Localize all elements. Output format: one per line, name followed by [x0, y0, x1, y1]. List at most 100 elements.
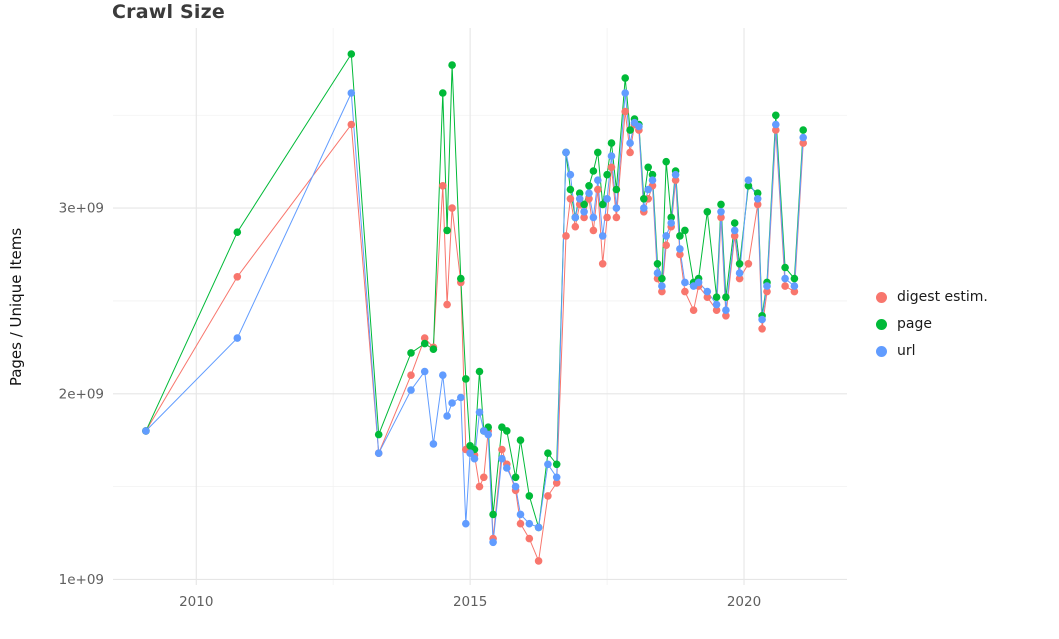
data-point — [420, 334, 429, 342]
data-point — [439, 371, 447, 380]
data-point — [470, 454, 479, 463]
data-point — [448, 399, 456, 407]
data-point — [667, 213, 675, 222]
data-point — [580, 200, 588, 209]
data-point — [552, 479, 561, 487]
data-point — [772, 111, 780, 120]
data-point — [233, 334, 242, 342]
data-point — [658, 274, 666, 283]
data-point — [772, 120, 780, 129]
data-point — [525, 519, 534, 528]
data-point — [681, 278, 689, 287]
data-point — [612, 213, 621, 222]
data-point — [703, 208, 712, 216]
x-tick-label: 2015 — [453, 594, 487, 610]
series-points-digest-estim- — [142, 107, 807, 565]
data-point — [566, 185, 575, 194]
data-point — [443, 300, 451, 309]
data-point — [466, 449, 474, 458]
data-point — [799, 126, 807, 134]
data-point — [658, 282, 666, 290]
data-point — [612, 204, 621, 212]
data-point — [475, 408, 484, 417]
data-point — [594, 185, 602, 194]
data-point — [516, 436, 525, 445]
data-point — [585, 189, 593, 197]
data-point — [475, 367, 484, 376]
data-point — [717, 208, 725, 216]
legend-dot-icon — [876, 318, 887, 330]
data-point — [480, 473, 488, 482]
data-point — [763, 287, 771, 296]
data-point — [671, 170, 680, 179]
data-point — [407, 386, 415, 394]
data-point — [571, 213, 580, 222]
data-point — [407, 371, 415, 380]
data-point — [753, 195, 762, 203]
data-point — [644, 185, 652, 194]
data-point — [744, 182, 753, 190]
data-point — [511, 473, 520, 482]
data-point — [621, 74, 629, 82]
data-point — [439, 89, 447, 97]
data-point — [525, 492, 534, 500]
legend-item-page: page — [876, 316, 988, 332]
data-point — [735, 260, 744, 268]
data-point — [439, 182, 447, 190]
data-point — [589, 213, 598, 222]
data-point — [484, 430, 493, 439]
data-point — [658, 287, 666, 296]
legend-item-url: url — [876, 343, 988, 359]
data-point — [562, 232, 570, 240]
data-point — [589, 226, 598, 235]
data-point — [603, 195, 611, 203]
data-point — [703, 287, 712, 296]
data-point — [503, 427, 511, 435]
data-point — [566, 195, 575, 203]
data-point — [585, 182, 593, 190]
data-point — [575, 195, 584, 203]
data-point — [552, 460, 561, 469]
data-point — [722, 306, 730, 315]
data-point — [735, 269, 744, 277]
data-point — [676, 250, 684, 259]
data-point — [407, 349, 415, 357]
data-point — [653, 269, 662, 277]
data-point — [448, 204, 456, 212]
data-point — [233, 228, 242, 236]
data-point — [653, 260, 662, 268]
series-points-url — [142, 89, 807, 547]
data-point — [612, 185, 621, 194]
data-point — [640, 195, 648, 203]
data-point — [374, 449, 383, 458]
data-point — [420, 367, 429, 376]
data-point — [374, 430, 383, 439]
series-line-digest-estim- — [145, 111, 804, 563]
data-point — [676, 232, 684, 240]
data-point — [621, 89, 629, 97]
data-point — [621, 107, 629, 116]
data-point — [758, 325, 766, 333]
data-point — [681, 287, 689, 296]
data-point — [694, 278, 703, 287]
x-tick-label: 2010 — [179, 594, 213, 610]
data-point — [626, 126, 634, 134]
data-point — [443, 412, 451, 420]
data-point — [681, 226, 689, 235]
data-point — [429, 345, 438, 354]
data-point — [580, 213, 588, 222]
data-point — [443, 226, 451, 235]
data-point — [429, 440, 438, 448]
data-point — [575, 189, 584, 197]
data-point — [626, 148, 634, 157]
data-point — [753, 189, 762, 197]
data-point — [730, 219, 739, 227]
data-point — [648, 176, 657, 184]
data-point — [781, 263, 789, 272]
data-point — [667, 219, 675, 227]
data-point — [457, 274, 465, 283]
data-point — [763, 282, 771, 290]
y-tick-label: 3e+09 — [59, 201, 104, 217]
data-point — [511, 482, 520, 491]
